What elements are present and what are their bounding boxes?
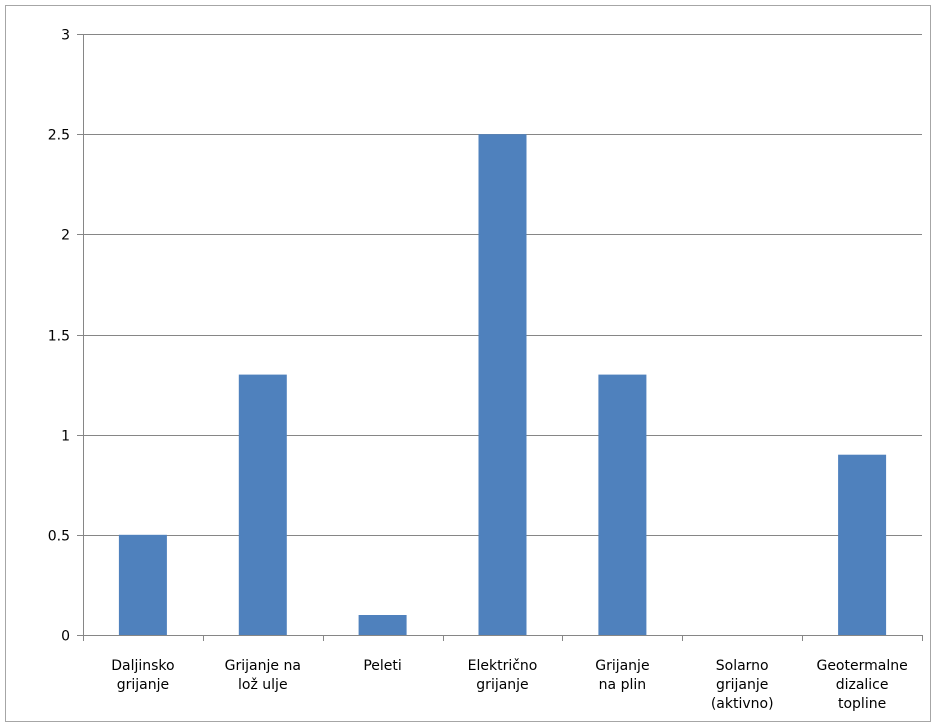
- x-tick-marks: [83, 635, 923, 641]
- x-category-label-line: Daljinsko: [111, 658, 174, 674]
- x-category-label-line: Grijanje na: [225, 658, 301, 674]
- y-tick-label: 2.5: [48, 128, 70, 144]
- x-category-label: Daljinsko grijanje: [111, 658, 174, 693]
- x-category-label-line: Peleti: [363, 658, 401, 674]
- y-tick-label: 3: [61, 28, 70, 44]
- x-category-label-line: (aktivno): [711, 696, 774, 712]
- bar: [358, 615, 407, 635]
- bar: [598, 374, 647, 635]
- x-category-label-line: grijanje: [476, 677, 528, 693]
- y-tick-label: 0: [61, 629, 70, 645]
- x-category-label-line: na plin: [599, 677, 646, 693]
- x-category-labels: Daljinsko grijanje Grijanje na lož ulje Pele…: [111, 658, 908, 712]
- y-tick-label: 2: [61, 228, 70, 244]
- x-category-label: Peleti: [363, 658, 401, 674]
- x-category-label-line: topline: [838, 696, 886, 712]
- y-tick-label: 0.5: [48, 529, 70, 545]
- axes: [83, 34, 922, 636]
- x-category-label-line: Solarno: [716, 658, 769, 674]
- x-category-label: Solarno grijanje (aktivno): [711, 658, 774, 712]
- bar: [238, 374, 287, 635]
- x-category-label-line: grijanje: [716, 677, 768, 693]
- x-category-label-line: dizalice: [836, 677, 889, 693]
- x-category-label: Grijanje na lož ulje: [225, 658, 301, 693]
- y-tick-label: 1: [61, 429, 70, 445]
- x-category-label-line: Geotermalne: [816, 658, 907, 674]
- x-category-label-line: lož ulje: [238, 677, 288, 693]
- x-category-label-line: Grijanje: [595, 658, 649, 674]
- x-category-label-line: Električno: [468, 658, 538, 674]
- bar: [478, 134, 527, 635]
- x-category-label: Električno grijanje: [468, 658, 538, 693]
- x-category-label-line: grijanje: [117, 677, 169, 693]
- x-category-label: Grijanje na plin: [595, 658, 649, 693]
- y-tick-labels: 0 0.5 1 1.5 2 2.5 3: [48, 28, 70, 645]
- y-tick-label: 1.5: [48, 329, 70, 345]
- bar: [838, 454, 887, 635]
- x-category-label: Geotermalne dizalice topline: [816, 658, 907, 712]
- bars: [118, 134, 887, 635]
- bar: [118, 534, 167, 635]
